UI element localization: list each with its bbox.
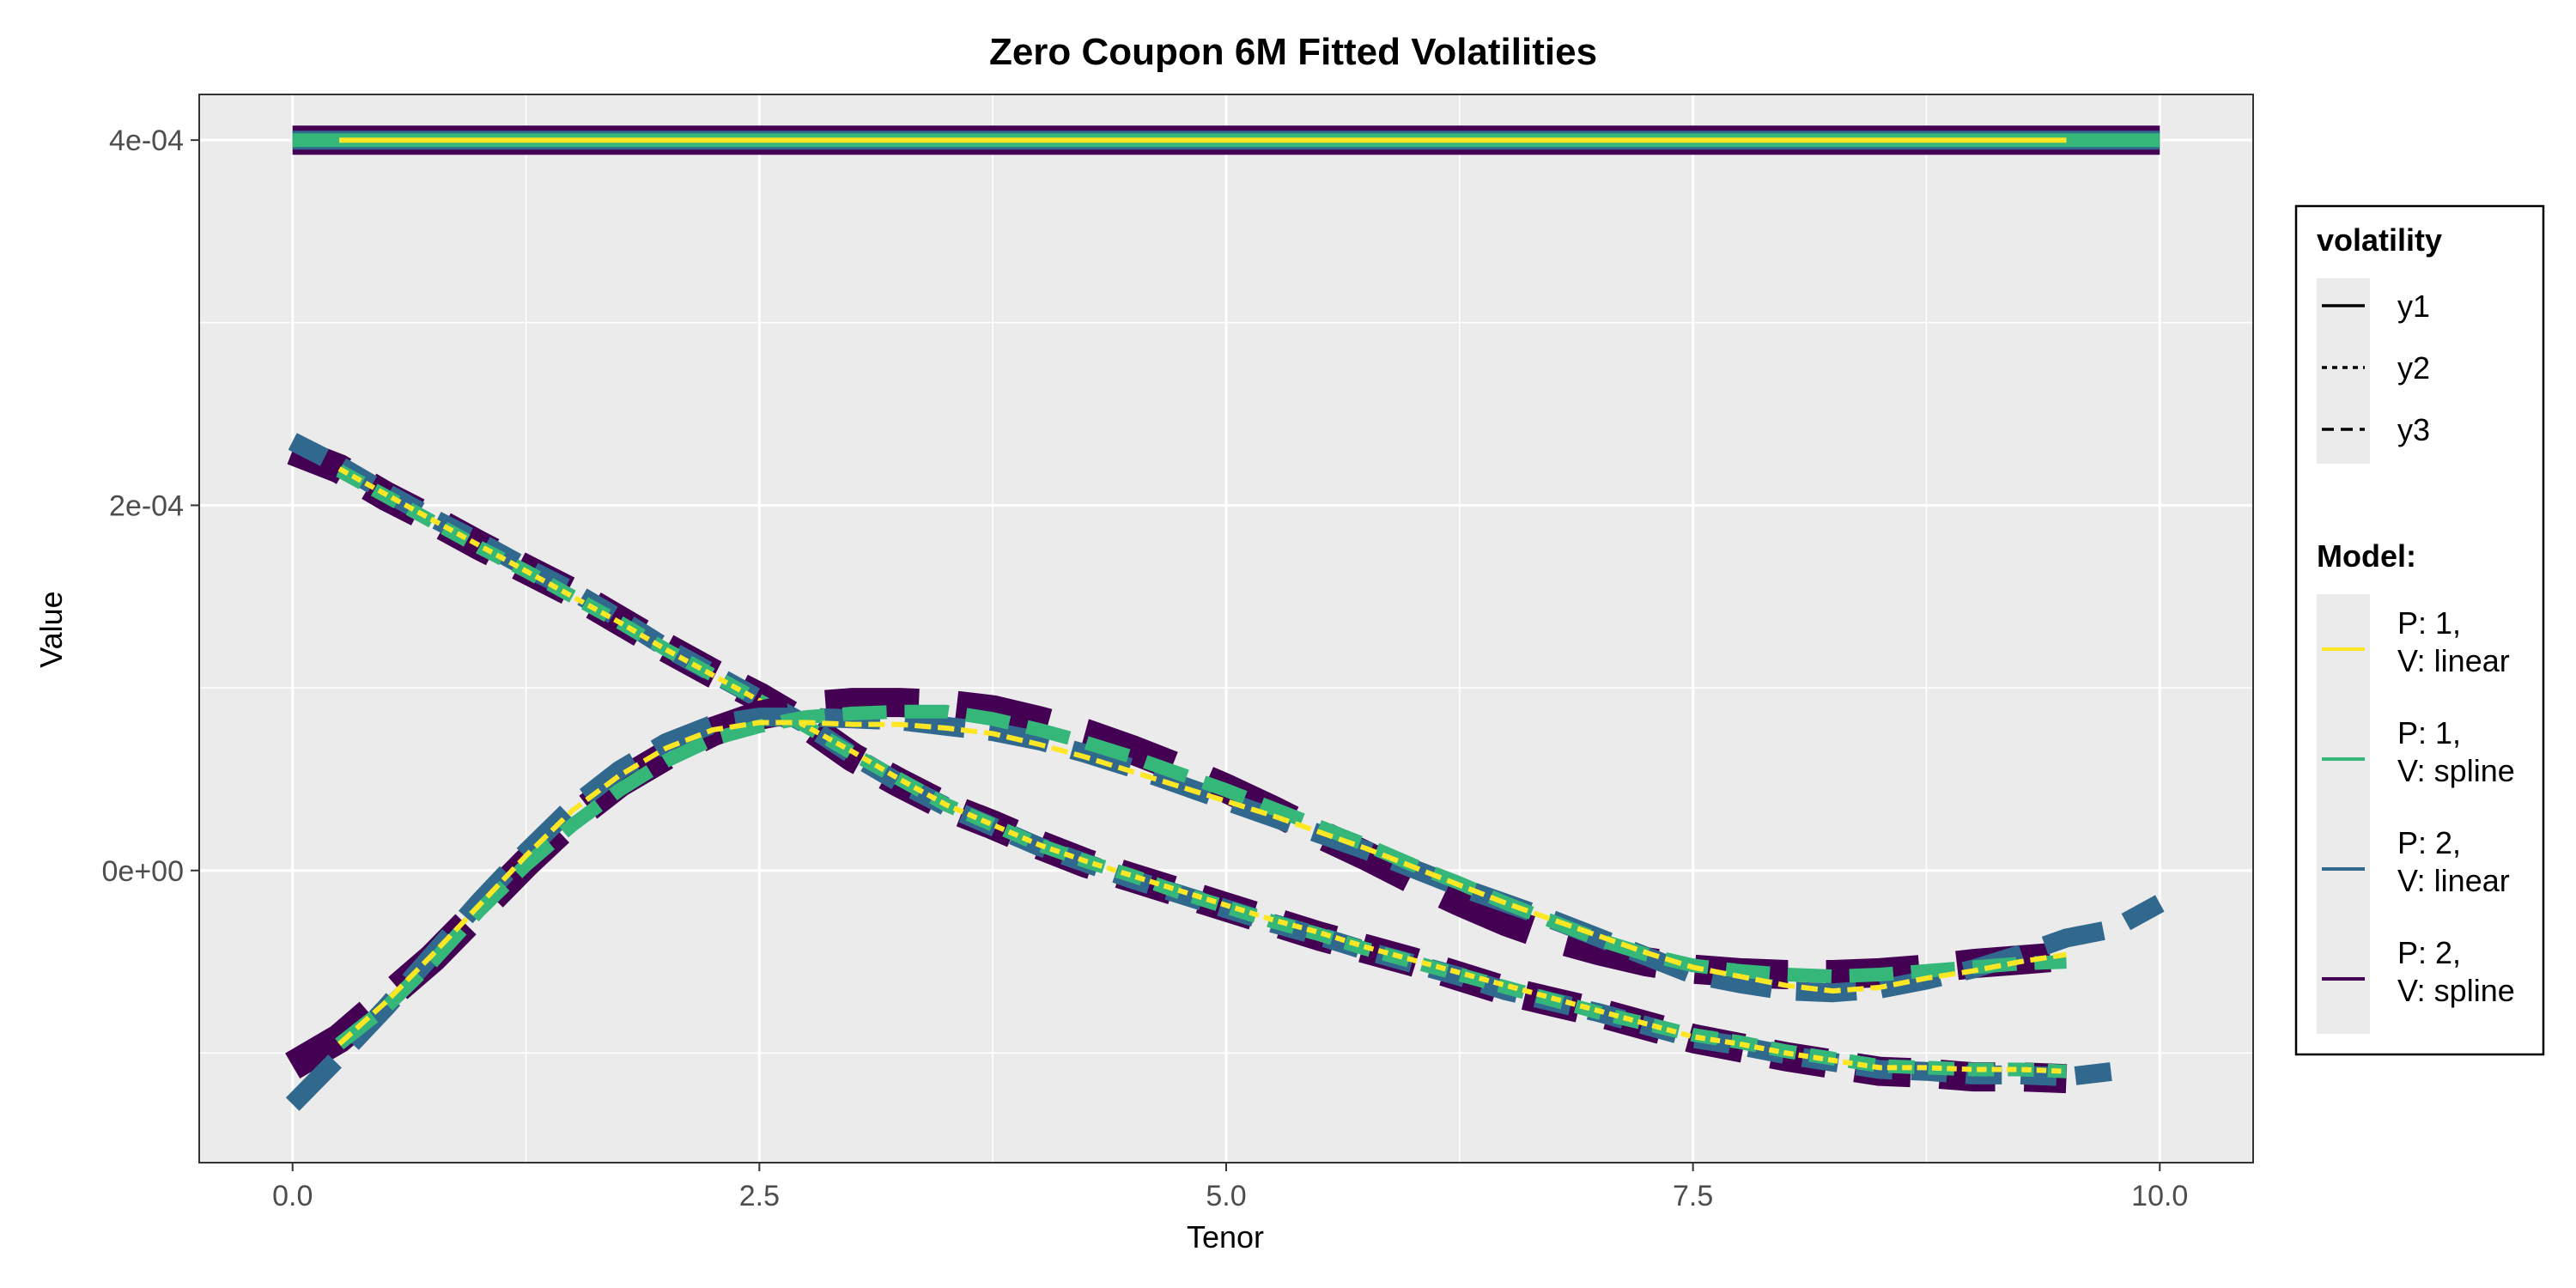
legend-label-y3: y3	[2397, 412, 2430, 447]
legend-key-bg	[2317, 594, 2370, 1034]
legend-label-y1: y1	[2397, 289, 2430, 324]
y-tick-label: 0e+00	[102, 855, 185, 888]
x-tick-label: 2.5	[739, 1180, 780, 1212]
legend-title-volatility: volatility	[2317, 222, 2442, 258]
legend-title-model: Model:	[2317, 538, 2416, 574]
series-line-y2-p-1-v-linear	[337, 466, 2067, 1074]
x-tick-label: 10.0	[2131, 1180, 2188, 1212]
series-line-y3-p-1-v-spline	[335, 704, 2067, 1050]
legend-label-model: P: 2,	[2397, 935, 2461, 970]
legend-label-model: P: 2,	[2397, 825, 2461, 860]
legend-label-model: P: 1,	[2397, 715, 2461, 750]
x-tick-label: 7.5	[1673, 1180, 1713, 1212]
y-tick-label: 2e-04	[109, 489, 184, 522]
plot-area: 0.0 2.5 5.0 7.5 10.0 0e+00 2e-04 4e-04	[102, 94, 2254, 1212]
legend-label-model: V: linear	[2397, 643, 2510, 678]
series-line-y3-p-1-v-linear	[337, 720, 2067, 1047]
legend-key-bg	[2317, 278, 2370, 464]
x-tick-label: 5.0	[1206, 1180, 1246, 1212]
y-tick-label: 4e-04	[109, 125, 184, 157]
legend-label-model: V: linear	[2397, 863, 2510, 898]
chart-title: Zero Coupon 6M Fitted Volatilities	[989, 31, 1597, 73]
legend-label-model: V: spline	[2397, 973, 2515, 1008]
x-axis-title: Tenor	[1187, 1219, 1264, 1255]
plot-border	[198, 94, 2254, 1163]
series-group	[293, 125, 2160, 1111]
legend-label-model: P: 1,	[2397, 605, 2461, 641]
legend-label-y2: y2	[2397, 350, 2430, 386]
x-tick-label: 0.0	[272, 1180, 313, 1212]
y-axis-title: Value	[33, 591, 69, 667]
legend-label-model: V: spline	[2397, 753, 2515, 788]
